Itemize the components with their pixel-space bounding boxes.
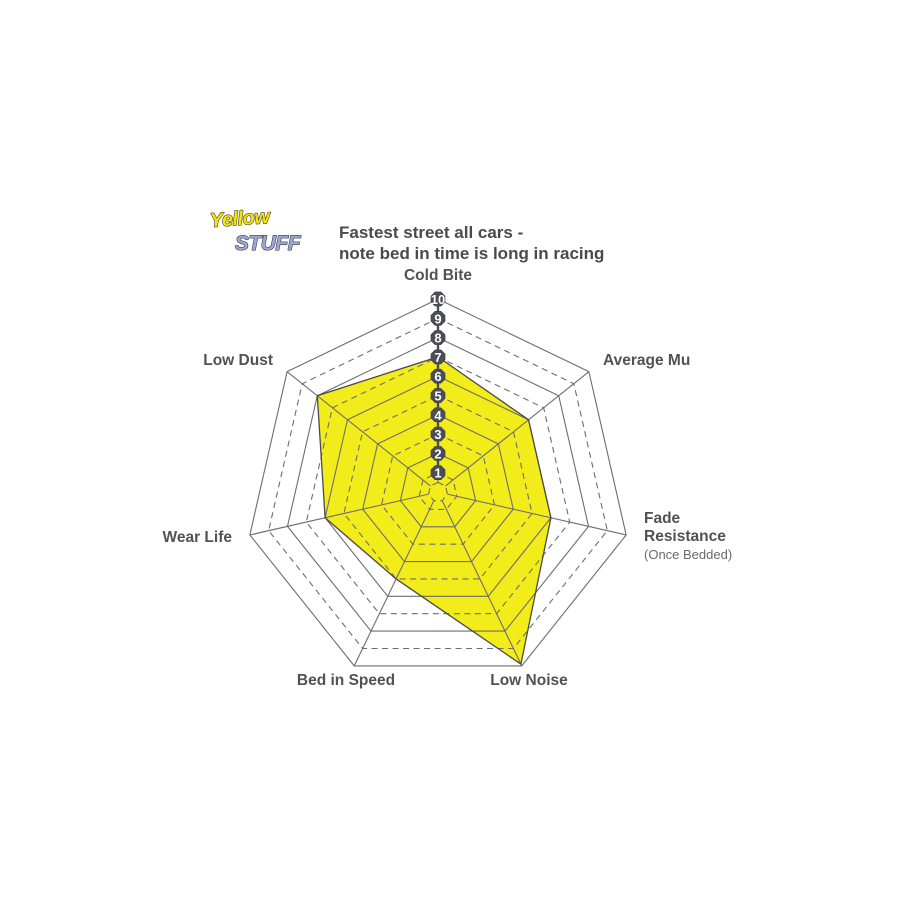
svg-text:8: 8 xyxy=(434,331,441,346)
svg-text:9: 9 xyxy=(434,311,441,326)
svg-text:5: 5 xyxy=(434,389,441,404)
svg-text:7: 7 xyxy=(434,350,441,365)
svg-text:2: 2 xyxy=(434,446,441,461)
svg-text:4: 4 xyxy=(434,408,442,423)
svg-text:3: 3 xyxy=(434,427,441,442)
svg-text:10: 10 xyxy=(431,292,445,307)
svg-text:6: 6 xyxy=(434,369,441,384)
svg-text:1: 1 xyxy=(434,466,441,481)
